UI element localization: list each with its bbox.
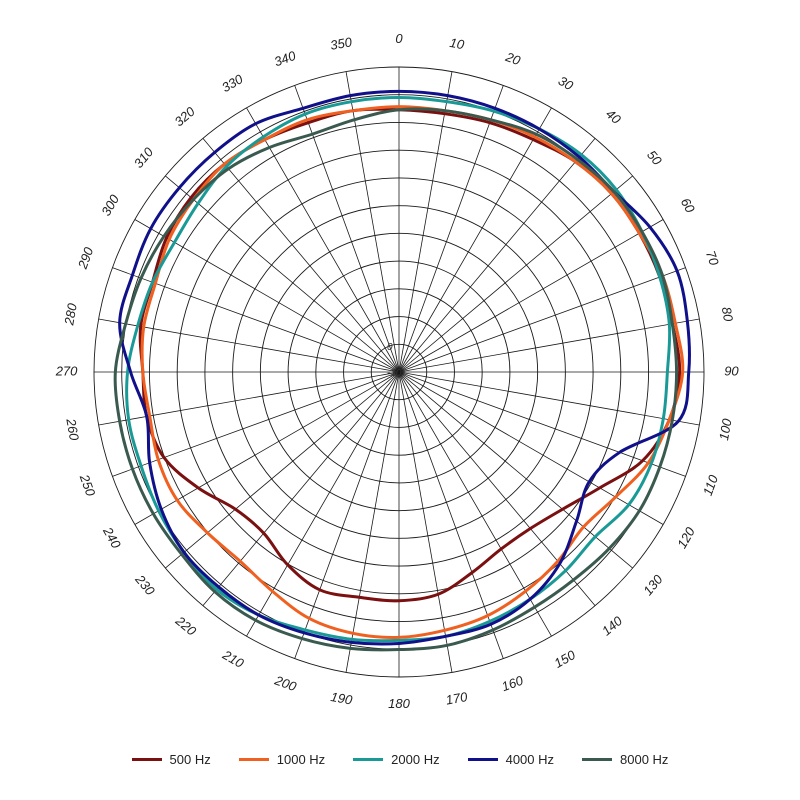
angle-tick-label: 280 — [61, 301, 80, 327]
grid-spoke — [398, 371, 633, 569]
legend-swatch — [582, 758, 613, 761]
angle-tick-label: 190 — [329, 689, 354, 708]
series-line — [138, 107, 682, 603]
series-line — [118, 89, 691, 646]
angle-tick-label: 250 — [76, 472, 98, 499]
angle-tick-label: 270 — [55, 363, 78, 378]
grid-spoke — [398, 371, 700, 426]
angle-tick-label: 200 — [272, 672, 299, 694]
grid-spoke — [398, 107, 552, 373]
grid-spoke — [398, 219, 664, 373]
angle-tick-label: 140 — [599, 613, 626, 639]
radial-labels: 0 -10 — [387, 342, 402, 379]
angle-tick-label: 100 — [716, 417, 735, 442]
legend-item: 8000 Hz — [582, 752, 668, 767]
grid-spoke — [398, 371, 552, 637]
radial-tick-label: 0 — [387, 342, 393, 353]
grid-spoke — [294, 371, 400, 659]
angle-tick-label: 10 — [448, 35, 466, 52]
angle-tick-label: 0 — [395, 31, 403, 46]
angle-tick-label: 50 — [644, 147, 665, 168]
angle-tick-label: 110 — [700, 472, 721, 497]
grid-spoke — [398, 371, 686, 477]
legend-label: 500 Hz — [169, 752, 211, 767]
angle-tick-label: 210 — [219, 647, 247, 672]
grid-spoke — [134, 219, 400, 373]
grid-spoke — [398, 85, 504, 373]
angle-tick-label: 130 — [640, 571, 666, 598]
legend-swatch — [467, 758, 498, 761]
legend-item: 4000 Hz — [467, 752, 555, 767]
series-layer — [113, 89, 691, 652]
series-line — [113, 107, 679, 652]
grid-spoke — [398, 318, 700, 373]
angle-tick-label: 120 — [674, 524, 698, 551]
grid-spokes — [94, 67, 704, 677]
angle-tick-label: 310 — [131, 144, 157, 171]
legend-label: 2000 Hz — [391, 752, 440, 767]
grid-spoke — [398, 371, 596, 606]
angle-tick-label: 40 — [603, 106, 624, 127]
grid-spoke — [246, 371, 400, 637]
grid-spoke — [398, 267, 686, 373]
angle-tick-label: 300 — [98, 191, 122, 218]
legend-label: 1000 Hz — [276, 752, 326, 767]
angle-tick-label: 340 — [272, 48, 298, 70]
angle-tick-label: 290 — [75, 244, 97, 271]
grid-spoke — [246, 107, 400, 373]
angle-tick-label: 220 — [172, 612, 200, 639]
legend-swatch — [131, 758, 162, 761]
grid-spoke — [398, 175, 633, 373]
grid-spoke — [345, 371, 400, 673]
grid-spoke — [134, 371, 400, 525]
angle-tick-label: 70 — [703, 249, 722, 268]
angle-tick-label: 80 — [719, 306, 736, 324]
legend-item: 500 Hz — [131, 752, 211, 767]
angle-tick-label: 320 — [171, 103, 198, 129]
angle-tick-label: 330 — [219, 71, 246, 95]
grid-spoke — [398, 371, 664, 525]
legend: 500 Hz 1000 Hz 2000 Hz 4000 Hz 8000 Hz — [0, 752, 800, 767]
angle-tick-label: 350 — [329, 34, 354, 53]
polar-plot: 0 10 20 30 40 50 60 70 80 90 100 110 120 130 140 150 160… — [55, 31, 740, 711]
angle-tick-label: 150 — [552, 647, 579, 671]
legend-swatch — [353, 758, 384, 761]
grid-spoke — [112, 371, 400, 477]
legend-label: 4000 Hz — [505, 752, 555, 767]
angle-tick-label: 260 — [63, 417, 82, 443]
grid-spoke — [202, 371, 400, 606]
legend-item: 2000 Hz — [353, 752, 440, 767]
grid-spoke — [165, 371, 400, 569]
grid-spoke — [345, 71, 400, 373]
legend-swatch — [238, 758, 269, 761]
legend-item: 1000 Hz — [238, 752, 326, 767]
angle-tick-label: 90 — [724, 363, 739, 378]
radial-tick-label: -10 — [387, 368, 402, 379]
angle-tick-label: 30 — [556, 73, 577, 94]
angle-tick-label: 20 — [503, 49, 523, 69]
series-line — [140, 105, 685, 639]
grid-spoke — [398, 138, 596, 373]
angle-tick-label: 230 — [132, 571, 159, 599]
angle-tick-label: 60 — [678, 195, 699, 216]
grid-spoke — [112, 267, 400, 373]
angle-tick-label: 180 — [388, 696, 410, 711]
grid-spoke — [398, 71, 453, 373]
legend-label: 8000 Hz — [620, 752, 669, 767]
grid-spoke — [202, 138, 400, 373]
angle-tick-label: 240 — [100, 524, 125, 552]
grid-spoke — [398, 371, 453, 673]
grid-spoke — [165, 175, 400, 373]
grid-spoke — [398, 371, 504, 659]
angle-tick-label: 160 — [500, 672, 526, 694]
grid-spoke — [98, 318, 400, 373]
angle-tick-label: 170 — [445, 689, 470, 708]
